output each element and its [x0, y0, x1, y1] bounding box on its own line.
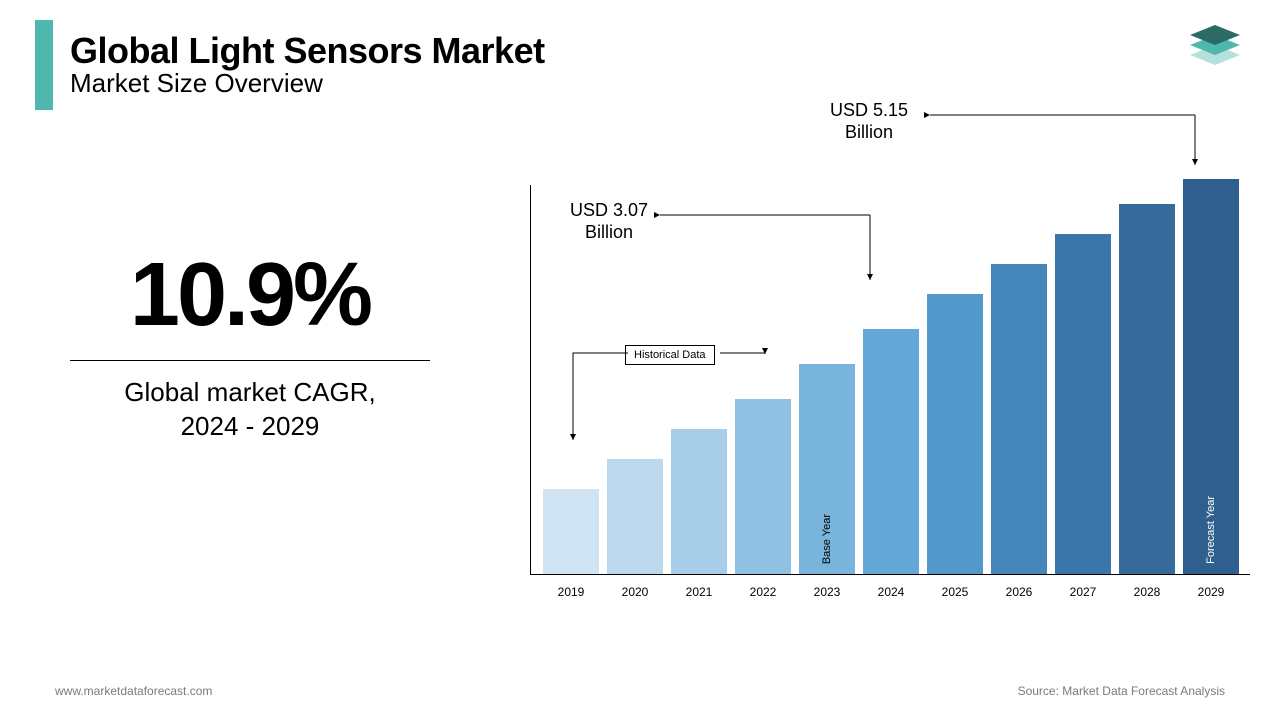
bar-label: 2028 [1119, 585, 1175, 599]
bar-2028: 2028 [1119, 204, 1175, 574]
brand-logo [1185, 25, 1245, 80]
bar-label: 2024 [863, 585, 919, 599]
bar-2026: 2026 [991, 264, 1047, 574]
base-year-text: Base Year [821, 514, 833, 564]
forecast-year-text: Forecast Year [1205, 496, 1217, 564]
bar-2020: 2020 [607, 459, 663, 574]
bar-2023: 2023Base Year [799, 364, 855, 574]
bar-2027: 2027 [1055, 234, 1111, 574]
page-title: Global Light Sensors Market [70, 30, 545, 72]
bar-label: 2019 [543, 585, 599, 599]
bar-label: 2027 [1055, 585, 1111, 599]
bar-label: 2023 [799, 585, 855, 599]
cagr-value: 10.9% [60, 250, 440, 340]
bars-container: 20192020202120222023Base Year20242025202… [530, 185, 1250, 575]
title-block: Global Light Sensors Market Market Size … [70, 30, 545, 99]
footer-url: www.marketdataforecast.com [55, 684, 212, 698]
accent-bar [35, 20, 53, 110]
footer-source: Source: Market Data Forecast Analysis [1018, 684, 1225, 698]
bar-label: 2020 [607, 585, 663, 599]
divider [70, 360, 430, 361]
bar-label: 2022 [735, 585, 791, 599]
bar-2025: 2025 [927, 294, 983, 574]
bar-2021: 2021 [671, 429, 727, 574]
page-subtitle: Market Size Overview [70, 68, 545, 99]
bar-2029: 2029Forecast Year [1183, 179, 1239, 574]
bar-label: 2021 [671, 585, 727, 599]
callout-high: USD 5.15 Billion [830, 100, 908, 143]
bar-label: 2029 [1183, 585, 1239, 599]
bar-2019: 2019 [543, 489, 599, 574]
bar-2024: 2024 [863, 329, 919, 574]
bar-label: 2025 [927, 585, 983, 599]
cagr-panel: 10.9% Global market CAGR, 2024 - 2029 [60, 250, 440, 444]
bar-label: 2026 [991, 585, 1047, 599]
cagr-label: Global market CAGR, 2024 - 2029 [60, 376, 440, 444]
bar-2022: 2022 [735, 399, 791, 574]
bar-chart: 20192020202120222023Base Year20242025202… [530, 165, 1250, 605]
